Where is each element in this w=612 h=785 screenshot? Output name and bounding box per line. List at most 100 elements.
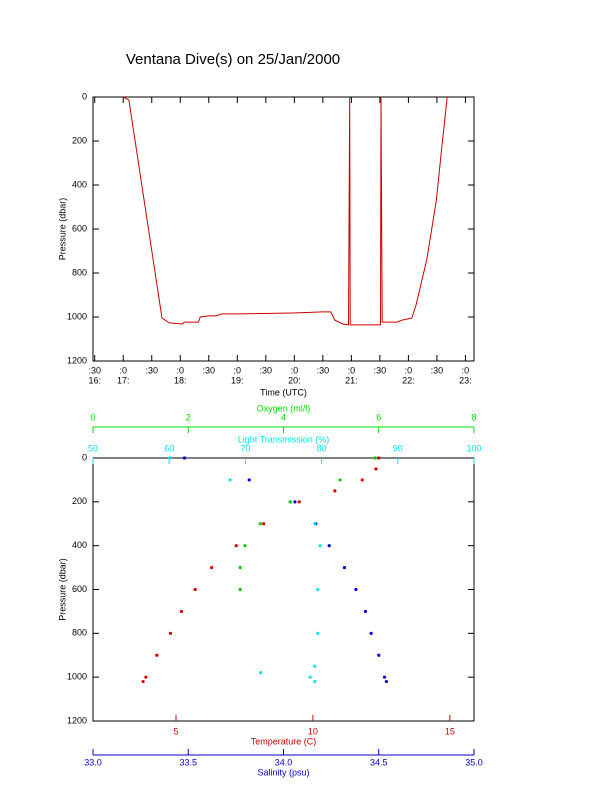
y-tick-label: 1200 (67, 355, 87, 365)
data-point (228, 478, 232, 482)
x-tick-label: 35.0 (465, 757, 483, 767)
y-tick-label: 800 (72, 267, 87, 277)
y-tick-label: 800 (72, 628, 87, 638)
data-point (288, 500, 292, 504)
y-tick-label: 0 (82, 91, 87, 101)
data-point (308, 675, 312, 679)
data-point (384, 679, 388, 684)
x-tick-label: 80 (317, 443, 327, 453)
y-tick-label: 200 (72, 135, 87, 145)
x-hour-label: 22: (402, 375, 415, 385)
x-axis-label: Light Transmission (%) (238, 434, 330, 444)
data-point (262, 522, 266, 526)
data-point (182, 456, 187, 460)
y-tick-label: 0 (82, 452, 87, 462)
data-point (238, 565, 242, 570)
data-point (144, 675, 148, 679)
x-hour-label: 20: (288, 375, 301, 385)
x-hour-label: 23: (459, 375, 472, 385)
data-point (374, 467, 378, 471)
x-tick-label: 34.5 (370, 757, 388, 767)
x-tick-label: 33.0 (84, 757, 102, 767)
x-tick-label: :30 (88, 365, 101, 375)
page-title: Ventana Dive(s) on 25/Jan/2000 (126, 51, 340, 68)
x-tick-label: 8 (471, 412, 476, 422)
data-point (327, 544, 331, 548)
x-tick-label: :0 (234, 365, 242, 375)
data-point (247, 478, 251, 482)
data-point (338, 478, 342, 482)
data-point (313, 679, 317, 684)
data-point (210, 565, 214, 570)
y-tick-label: 400 (72, 540, 87, 550)
data-point (168, 456, 172, 460)
data-point (243, 544, 247, 548)
data-point (141, 679, 145, 684)
data-point (360, 478, 364, 482)
y-tick-label: 1000 (67, 672, 87, 682)
y-tick-label: 600 (72, 223, 87, 233)
x-tick-label: 90 (393, 443, 403, 453)
data-point (377, 653, 381, 657)
y-tick-label: 1000 (67, 311, 87, 321)
x-tick-label: 50 (88, 443, 98, 453)
data-point (333, 489, 337, 493)
x-hour-label: 19: (231, 375, 244, 385)
x-axis-label: Time (UTC) (260, 387, 307, 397)
x-tick-label: :0 (405, 365, 413, 375)
x-tick-label: 6 (376, 412, 381, 422)
data-point (377, 456, 381, 460)
data-point (342, 565, 347, 570)
data-point (234, 544, 238, 548)
x-tick-label: :30 (260, 365, 273, 375)
x-tick-label: 33.5 (179, 757, 197, 767)
data-point (318, 544, 322, 548)
data-point (382, 675, 387, 679)
data-point (259, 671, 263, 675)
data-line (122, 96, 448, 326)
data-point (316, 587, 320, 592)
data-point (373, 456, 377, 460)
data-point (297, 500, 301, 504)
x-hour-label: 17: (117, 375, 130, 385)
x-tick-label: :0 (291, 365, 299, 375)
data-point (238, 587, 242, 592)
x-tick-label: 4 (281, 412, 286, 422)
x-tick-label: :0 (348, 365, 356, 375)
y-tick-label: 600 (72, 584, 87, 594)
x-tick-label: :30 (374, 365, 387, 375)
x-axis-label: Oxygen (ml/l) (257, 403, 311, 413)
x-tick-label: 34.0 (275, 757, 293, 767)
plot-frame (92, 96, 475, 362)
x-hour-label: 18: (174, 375, 187, 385)
x-tick-label: 15 (445, 726, 455, 736)
plot-frame (92, 457, 475, 722)
x-tick-label: 2 (186, 412, 191, 422)
x-tick-label: :30 (203, 365, 216, 375)
x-tick-label: :30 (431, 365, 444, 375)
y-tick-label: 200 (72, 496, 87, 506)
x-axis-label: Salinity (psu) (257, 767, 309, 777)
x-tick-label: 60 (164, 443, 174, 453)
y-tick-label: 400 (72, 179, 87, 189)
x-tick-label: 10 (308, 726, 318, 736)
data-point (155, 653, 159, 657)
data-point (363, 609, 368, 614)
x-tick-label: 5 (173, 726, 178, 736)
y-axis-label: Pressure (dbar) (57, 558, 67, 621)
data-point (293, 500, 297, 504)
x-hour-label: 16: (88, 375, 101, 385)
x-tick-label: :0 (119, 365, 127, 375)
data-point (313, 522, 317, 526)
data-point (168, 631, 173, 635)
y-tick-label: 1200 (67, 715, 87, 725)
data-point (369, 631, 373, 635)
data-point (258, 522, 262, 526)
x-axis-label: Temperature (C) (251, 736, 317, 746)
x-tick-label: 70 (240, 443, 250, 453)
y-axis-label: Pressure (dbar) (57, 198, 67, 261)
data-point (316, 631, 320, 635)
x-tick-label: :0 (462, 365, 470, 375)
data-point (193, 587, 197, 592)
